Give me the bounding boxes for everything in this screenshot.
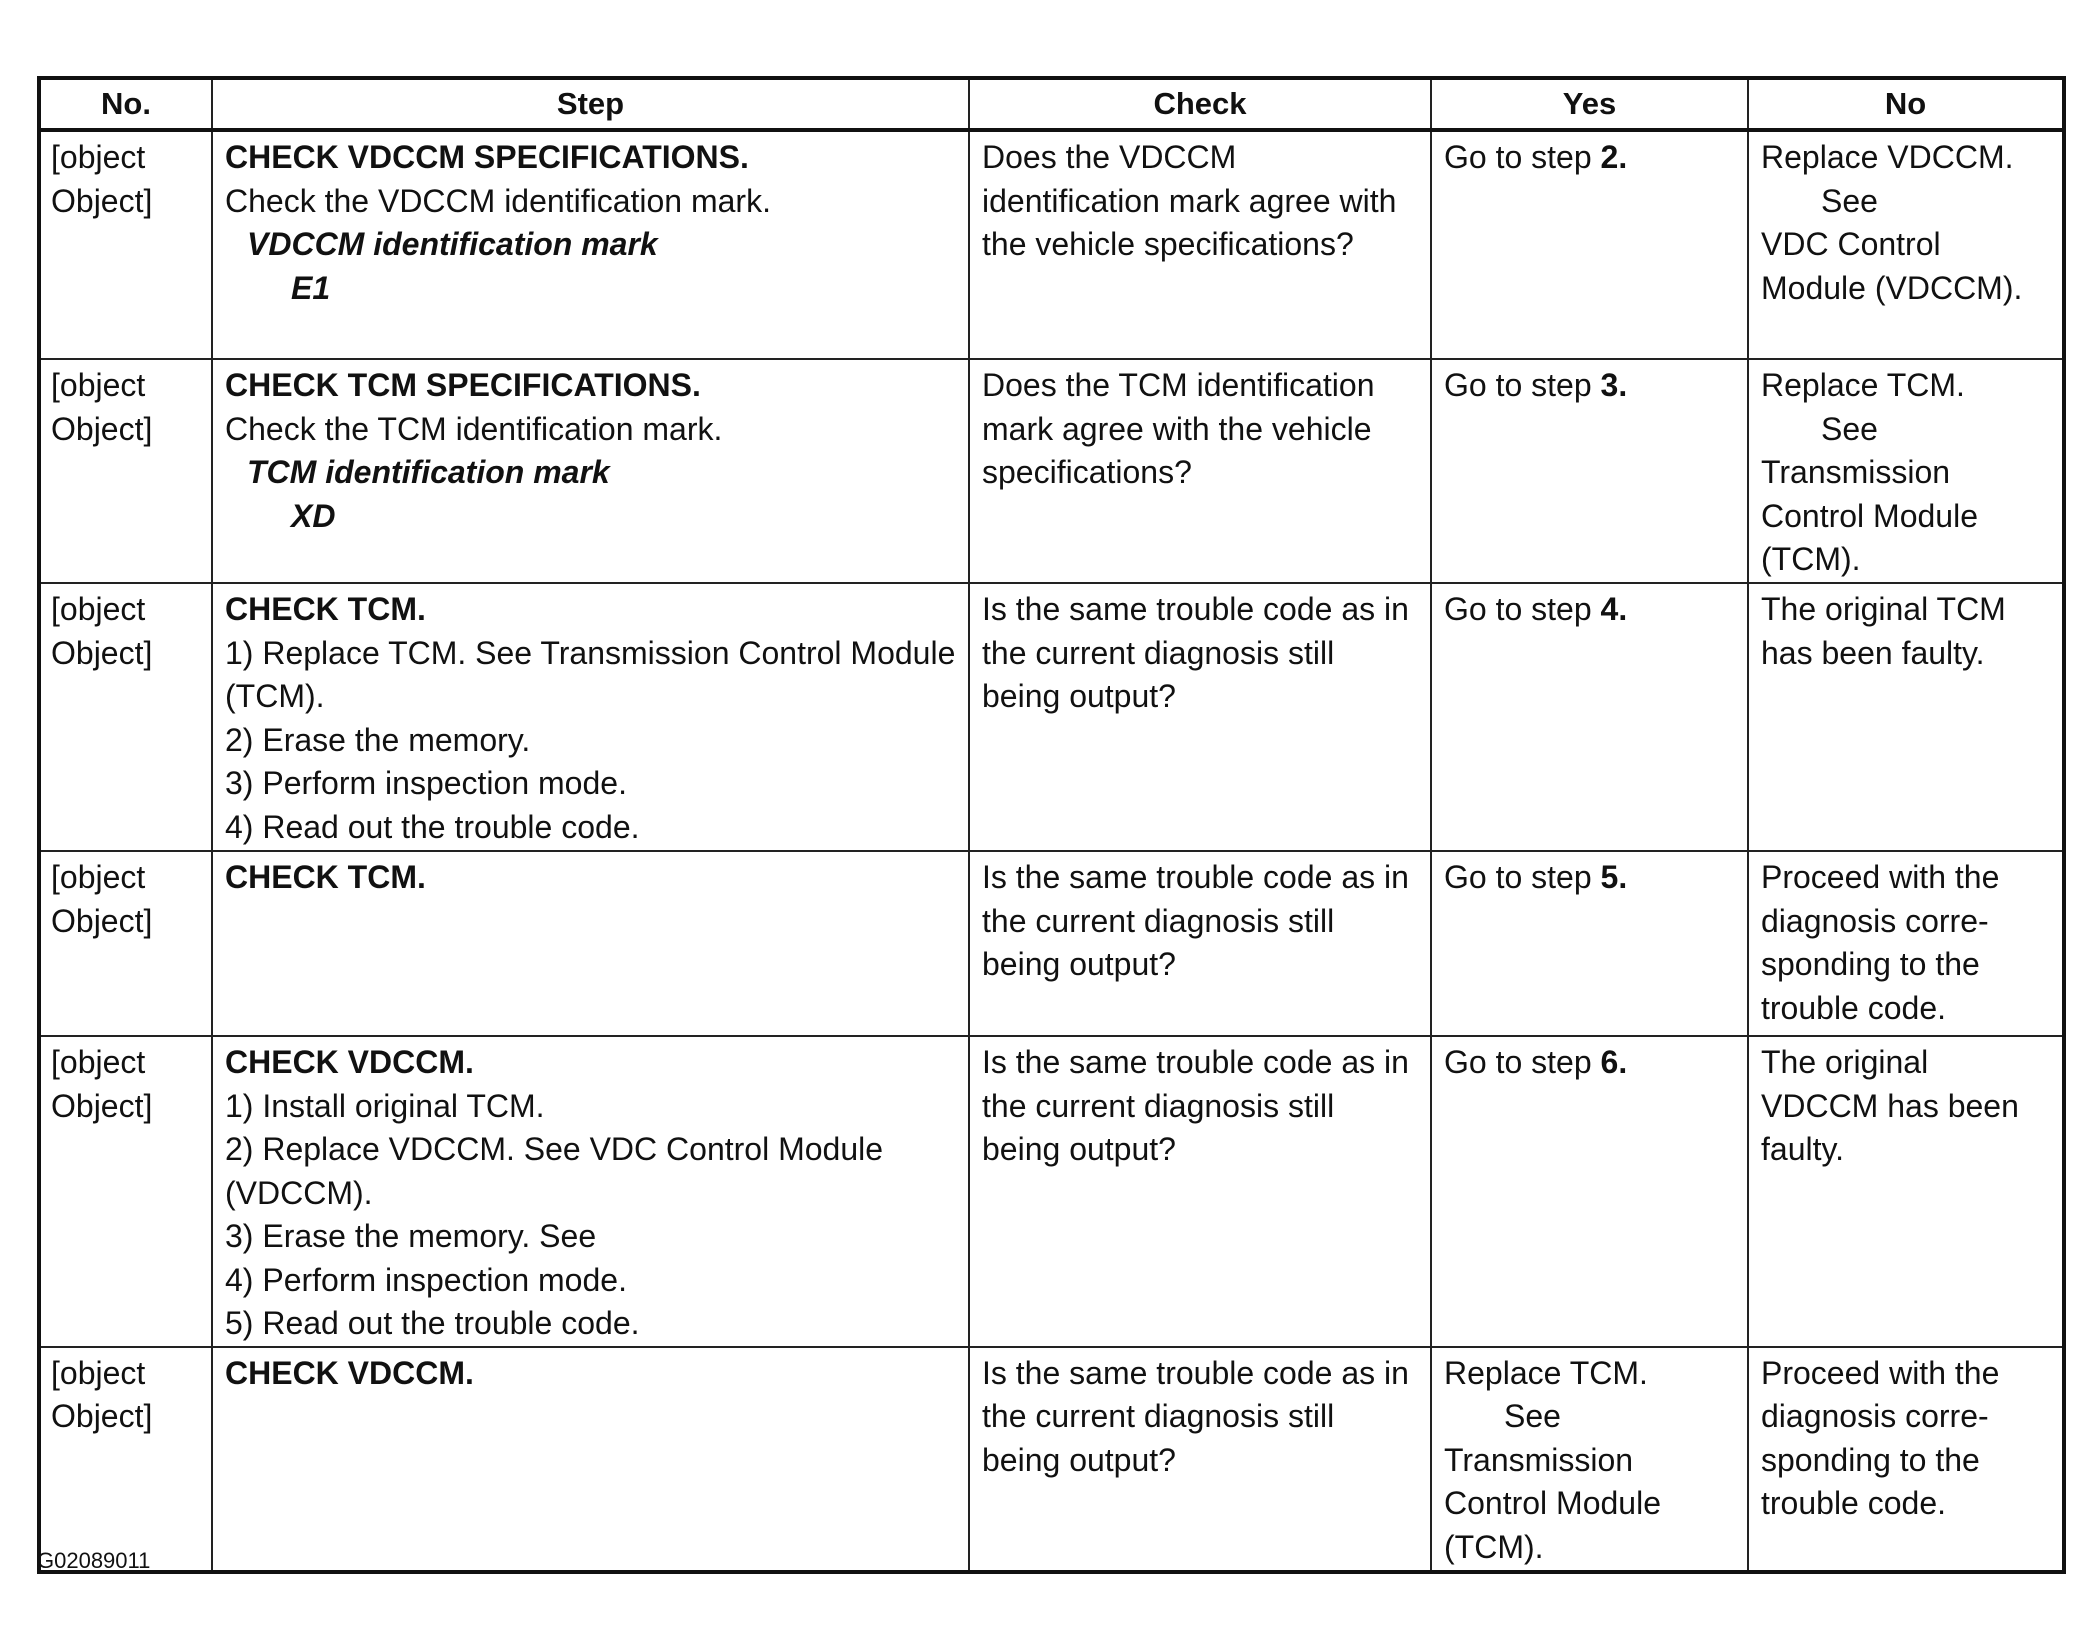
yes-text: Go to step <box>1444 859 1592 895</box>
no-line: Replace VDCCM. <box>1761 139 2014 175</box>
no-line: Proceed with the diagnosis corre-spondin… <box>1761 1354 2000 1522</box>
check-cell: Does the TCM identification mark agree w… <box>968 358 1432 584</box>
step-cell: CHECK VDCCM SPECIFICATIONS. Check the VDC… <box>211 129 970 360</box>
step-line: 1) Install original TCM. <box>225 1087 545 1124</box>
step-line: 1) Replace TCM. See Transmission Control… <box>225 634 956 715</box>
check-cell: Is the same trouble code as in the curre… <box>968 582 1432 852</box>
step-title: CHECK VDCCM. <box>225 1354 474 1391</box>
yes-line: See <box>1504 1398 1561 1434</box>
diagnostic-table: No. Step Check Yes No [object Object] CHE… <box>37 76 2066 1574</box>
step-line: 4) Read out the trouble code. <box>225 808 640 845</box>
spec-value: XD <box>291 497 336 534</box>
check-cell: Is the same trouble code as in the curre… <box>968 1035 1432 1348</box>
step-number: [object Object] <box>38 358 213 584</box>
no-cell: Proceed with the diagnosis corre-spondin… <box>1747 1345 2065 1573</box>
no-cell: Proceed with the diagnosis corre-spondin… <box>1747 850 2065 1037</box>
step-cell: CHECK VDCCM. <box>211 1345 970 1573</box>
yes-cell: Go to step 4. <box>1430 582 1749 852</box>
yes-cell: Go to step 2. <box>1430 129 1749 360</box>
check-cell: Is the same trouble code as in the curre… <box>968 850 1432 1037</box>
yes-cell: Go to step 3. <box>1430 358 1749 584</box>
step-line: Check the VDCCM identification mark. <box>225 182 771 219</box>
yes-step-ref: 5. <box>1600 859 1628 895</box>
check-cell: Does the VDCCM identification mark agree… <box>968 129 1432 360</box>
table-row: [object Object] CHECK VDCCM. Is the same t… <box>38 1345 2065 1573</box>
step-line: 2) Erase the memory. <box>225 721 531 758</box>
step-number: [object Object] <box>38 1345 213 1573</box>
no-line: Replace TCM. <box>1761 367 1965 403</box>
header-step: Step <box>211 77 970 132</box>
no-line: Transmission Control Module (TCM). <box>1761 454 1978 577</box>
no-cell: The original VDCCM has been faulty. <box>1747 1035 2065 1348</box>
step-title: CHECK TCM SPECIFICATIONS. <box>225 367 701 403</box>
step-cell: CHECK VDCCM. 1) Install original TCM. 2) R… <box>211 1035 970 1348</box>
no-cell: Replace VDCCM. See VDC Control Module (VDC… <box>1747 129 2065 360</box>
yes-step-ref: 2. <box>1600 139 1628 175</box>
header-no-result: No <box>1747 77 2065 132</box>
no-cell: The original TCM has been faulty. <box>1747 582 2065 852</box>
step-number: [object Object] <box>38 129 213 360</box>
header-row: No. Step Check Yes No <box>38 77 2065 132</box>
step-cell: CHECK TCM. <box>211 850 970 1037</box>
spec-value: E1 <box>291 269 331 306</box>
spec-label: VDCCM identification mark <box>247 226 658 262</box>
table-row: [object Object] CHECK VDCCM. 1) Install or… <box>38 1035 2065 1348</box>
no-line: The original TCM has been faulty. <box>1761 591 2006 671</box>
step-number: [object Object] <box>38 582 213 852</box>
yes-step-ref: 4. <box>1600 591 1628 627</box>
step-title: CHECK TCM. <box>225 859 426 895</box>
step-title: CHECK VDCCM SPECIFICATIONS. <box>225 139 749 175</box>
yes-text: Go to step <box>1444 367 1592 403</box>
no-cell: Replace TCM. See Transmission Control Modu… <box>1747 358 2065 584</box>
yes-step-ref: 3. <box>1600 367 1628 403</box>
yes-text: Go to step <box>1444 1044 1592 1080</box>
yes-line: Replace TCM. <box>1444 1354 1648 1391</box>
step-cell: CHECK TCM SPECIFICATIONS. Check the TCM i… <box>211 358 970 584</box>
no-line: See <box>1821 182 1878 219</box>
table-row: [object Object] CHECK TCM. Is the same tro… <box>38 850 2065 1037</box>
yes-text: Go to step <box>1444 591 1592 627</box>
header-no: No. <box>38 77 213 132</box>
no-line: VDC Control Module (VDCCM). <box>1761 226 2023 306</box>
header-check: Check <box>968 77 1432 132</box>
step-title: CHECK VDCCM. <box>225 1044 474 1080</box>
figure-id: G02089011 <box>37 1548 151 1573</box>
step-line: 3) Erase the memory. See <box>225 1218 597 1254</box>
step-line: Check the TCM identification mark. <box>225 410 723 447</box>
yes-step-ref: 6. <box>1600 1044 1628 1080</box>
step-cell: CHECK TCM. 1) Replace TCM. See Transmissi… <box>211 582 970 852</box>
check-cell: Is the same trouble code as in the curre… <box>968 1345 1432 1573</box>
yes-text: Go to step <box>1444 139 1592 175</box>
header-yes: Yes <box>1430 77 1749 132</box>
step-number: [object Object] <box>38 1035 213 1348</box>
step-line: 4) Perform inspection mode. <box>225 1261 627 1298</box>
yes-cell: Replace TCM. See Transmission Control Modu… <box>1430 1345 1749 1573</box>
step-line: 3) Perform inspection mode. <box>225 765 627 801</box>
yes-line: Transmission Control Module (TCM). <box>1444 1441 1661 1565</box>
step-line: 5) Read out the trouble code. <box>225 1305 640 1341</box>
yes-cell: Go to step 5. <box>1430 850 1749 1037</box>
table-row: [object Object] CHECK TCM SPECIFICATIONS.… <box>38 358 2065 584</box>
spec-label: TCM identification mark <box>247 454 610 490</box>
no-line: Proceed with the diagnosis corre-spondin… <box>1761 859 2000 1026</box>
no-line: The original VDCCM has been faulty. <box>1761 1044 2019 1167</box>
step-title: CHECK TCM. <box>225 591 426 627</box>
step-number: [object Object] <box>38 850 213 1037</box>
step-line: 2) Replace VDCCM. See VDC Control Module… <box>225 1131 884 1211</box>
table-row: [object Object] CHECK VDCCM SPECIFICATION… <box>38 129 2065 360</box>
no-line: See <box>1821 410 1878 447</box>
table-row: [object Object] CHECK TCM. 1) Replace TCM.… <box>38 582 2065 852</box>
yes-cell: Go to step 6. <box>1430 1035 1749 1348</box>
